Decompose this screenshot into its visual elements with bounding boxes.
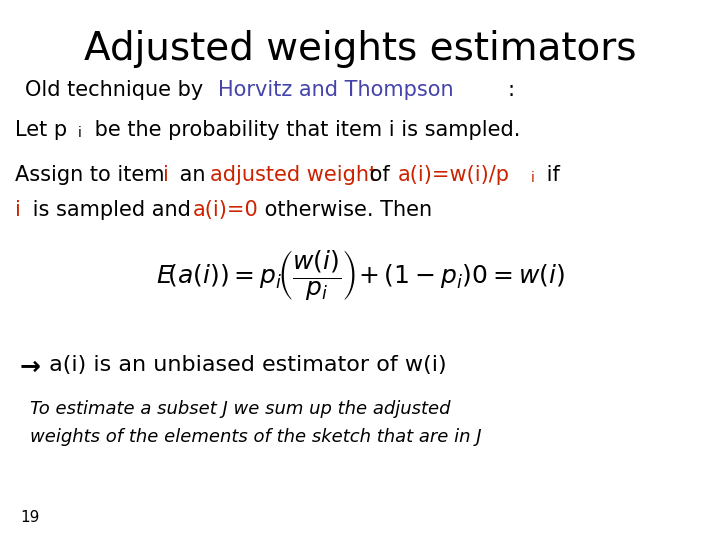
Text: a(i) is an unbiased estimator of w(i): a(i) is an unbiased estimator of w(i)	[42, 355, 446, 375]
Text: of: of	[363, 165, 397, 185]
Text: :: :	[508, 80, 515, 100]
Text: Old technique by: Old technique by	[25, 80, 210, 100]
Text: an: an	[173, 165, 212, 185]
Text: Horvitz and Thompson: Horvitz and Thompson	[218, 80, 454, 100]
Text: 19: 19	[20, 510, 40, 525]
Text: if: if	[540, 165, 560, 185]
Text: weights of the elements of the sketch that are in J: weights of the elements of the sketch th…	[30, 428, 482, 446]
Text: →: →	[20, 355, 41, 379]
Text: i: i	[78, 126, 82, 140]
Text: Let p: Let p	[15, 120, 67, 140]
Text: Adjusted weights estimators: Adjusted weights estimators	[84, 30, 636, 68]
Text: a(i)=0: a(i)=0	[193, 200, 258, 220]
Text: i: i	[531, 171, 535, 185]
Text: To estimate a subset J we sum up the adjusted: To estimate a subset J we sum up the adj…	[30, 400, 451, 418]
Text: i: i	[163, 165, 169, 185]
Text: adjusted weight: adjusted weight	[210, 165, 377, 185]
Text: otherwise. Then: otherwise. Then	[258, 200, 432, 220]
Text: a(i)=w(i)/p: a(i)=w(i)/p	[398, 165, 510, 185]
Text: i: i	[15, 200, 21, 220]
Text: is sampled and: is sampled and	[26, 200, 197, 220]
Text: $E\!\left(a(i)\right) = p_i\!\left(\dfrac{w(i)}{p_i}\right)\!+(1-p_i)0 = w(i)$: $E\!\left(a(i)\right) = p_i\!\left(\dfra…	[156, 248, 564, 302]
Text: be the probability that item i is sampled.: be the probability that item i is sample…	[88, 120, 521, 140]
Text: Assign to item: Assign to item	[15, 165, 171, 185]
